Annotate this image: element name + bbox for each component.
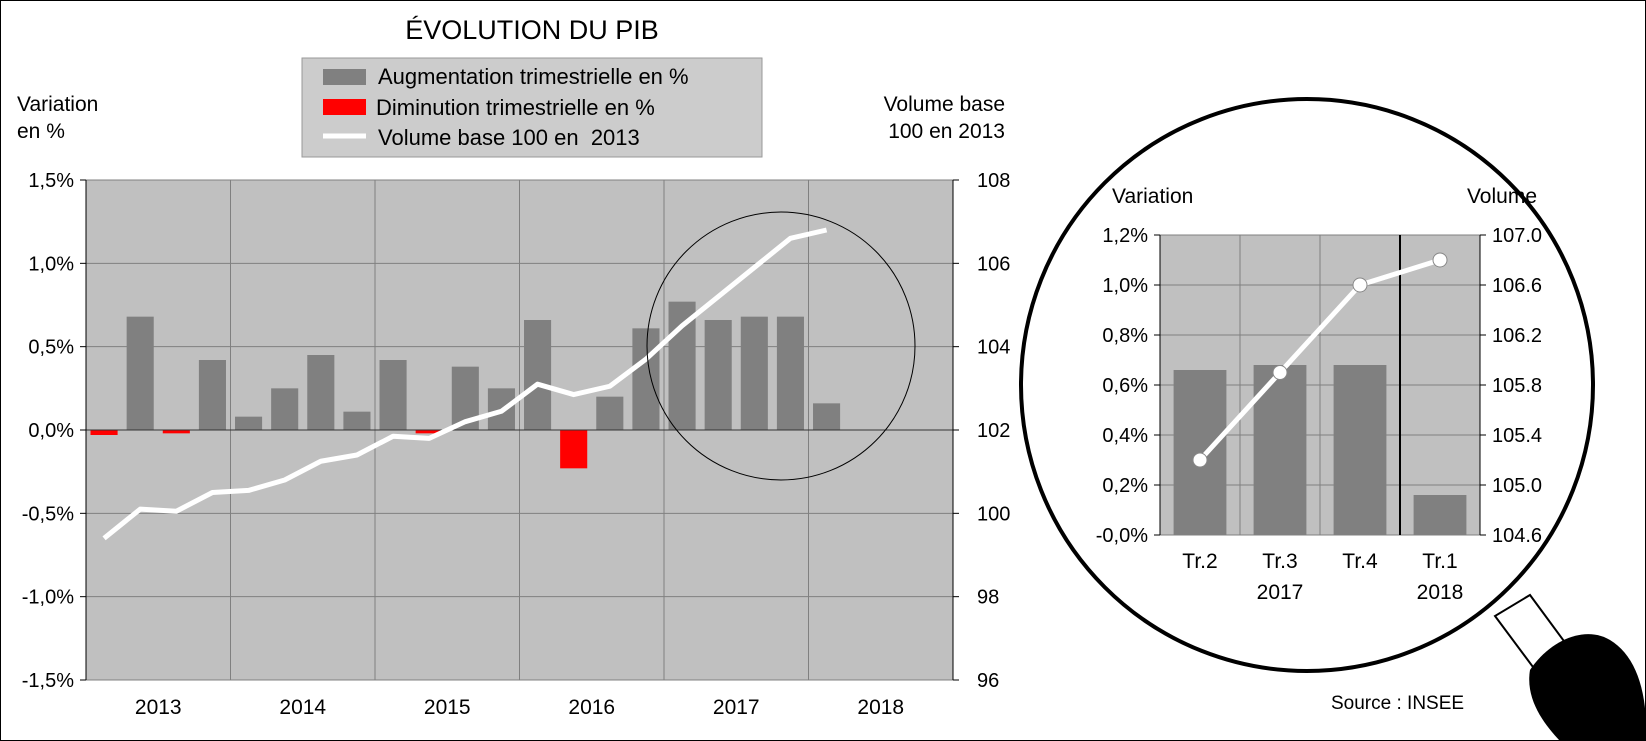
legend-label-decrease: Diminution trimestrielle en % xyxy=(376,95,655,120)
main-right-ticks: 108 106 104 102 100 98 96 xyxy=(952,170,1010,692)
bar-increase xyxy=(524,320,552,430)
zoom-category-label: Tr.3 xyxy=(1262,550,1297,573)
main-year-label: 2017 xyxy=(713,696,760,719)
main-left-tick-label: -0,5% xyxy=(22,503,74,525)
zoom-right-tick-label: 106.2 xyxy=(1492,325,1542,347)
bar-increase xyxy=(307,355,335,430)
zoom-volume-point xyxy=(1272,365,1288,380)
legend-swatch-increase xyxy=(323,69,366,85)
zoom-category-label: Tr.4 xyxy=(1342,550,1378,573)
zoom-right-tick-label: 105.0 xyxy=(1492,475,1542,497)
zoom-left-tick-label: -0,0% xyxy=(1096,525,1148,547)
zoom-left-tick-label: 1,0% xyxy=(1102,275,1148,297)
zoom-right-tick-label: 104.6 xyxy=(1492,525,1542,547)
zoom-category-year-label: 2018 xyxy=(1417,581,1464,604)
main-left-tick-label: -1,0% xyxy=(22,587,74,609)
zoom-volume-point xyxy=(1352,277,1368,293)
zoom-left-ticks: 1,2% 1,0% 0,8% 0,6% 0,4% 0,2% -0,0% xyxy=(1096,225,1161,547)
zoom-plot: 1,2% 1,0% 0,8% 0,6% 0,4% 0,2% -0,0% 107.0 106.6… xyxy=(1096,225,1542,604)
legend-label-increase: Augmentation trimestrielle en % xyxy=(378,64,689,89)
bar-increase xyxy=(813,403,841,430)
zoom-right-tick-label: 106.6 xyxy=(1492,275,1542,297)
zoom-category-year-label: 2017 xyxy=(1257,581,1304,604)
main-right-tick-label: 106 xyxy=(977,253,1010,275)
left-axis-title-line1: Variation xyxy=(17,93,98,116)
zoom-volume-points xyxy=(1192,252,1448,468)
main-left-tick-label: 0,0% xyxy=(28,420,74,442)
zoom-right-tick-label: 107.0 xyxy=(1492,225,1542,247)
right-axis-title-line2: 100 en 2013 xyxy=(888,120,1005,143)
magnifier-grip-icon xyxy=(1529,634,1646,741)
zoom-left-tick-label: 0,4% xyxy=(1102,425,1148,447)
zoom-right-tick-label: 105.4 xyxy=(1492,425,1542,447)
zoom-right-ticks: 107.0 106.6 106.2 105.8 105.4 105.0 104.6 xyxy=(1479,225,1542,547)
zoom-right-axis-title: Volume xyxy=(1467,185,1537,208)
main-year-label: 2014 xyxy=(279,696,326,719)
bar-decrease xyxy=(162,430,190,434)
bar-decrease xyxy=(560,430,588,469)
magnifier-handle xyxy=(1493,593,1646,741)
main-left-tick-label: 1,5% xyxy=(28,170,74,192)
bar-decrease xyxy=(415,430,443,434)
main-right-tick-label: 108 xyxy=(977,170,1010,192)
legend: Augmentation trimestrielle en % Diminuti… xyxy=(301,57,763,158)
bar-increase xyxy=(126,316,154,430)
legend-swatch-decrease xyxy=(323,99,366,115)
main-year-label: 2018 xyxy=(857,696,904,719)
main-right-tick-label: 96 xyxy=(977,670,999,692)
bar-increase xyxy=(632,328,660,430)
bar-decrease xyxy=(90,430,118,435)
zoom-volume-line xyxy=(1198,257,1441,462)
zoom-bar xyxy=(1333,365,1387,535)
zoom-left-tick-label: 0,6% xyxy=(1102,375,1148,397)
main-left-tick-label: 1,0% xyxy=(28,253,74,275)
zoom-volume-point xyxy=(1192,452,1208,468)
main-year-label: 2013 xyxy=(135,696,182,719)
bar-increase xyxy=(271,388,299,430)
zoom-category-labels: Tr.2 Tr.3 2017 Tr.4 Tr.1 2018 xyxy=(1182,550,1463,604)
zoom-category-label: Tr.1 xyxy=(1422,550,1457,573)
bar-increase xyxy=(596,396,624,430)
right-axis-title-line1: Volume base xyxy=(884,93,1005,116)
main-right-tick-label: 98 xyxy=(977,587,999,609)
zoom-right-tick-label: 105.8 xyxy=(1492,375,1542,397)
zoom-bars xyxy=(1173,365,1467,535)
zoom-left-tick-label: 1,2% xyxy=(1102,225,1148,247)
volume-line xyxy=(102,227,828,541)
main-right-tick-label: 104 xyxy=(977,337,1010,359)
main-left-tick-label: -1,5% xyxy=(22,670,74,692)
main-year-labels: 2013 2014 2015 2016 2017 2018 xyxy=(135,696,904,719)
main-year-label: 2015 xyxy=(424,696,471,719)
main-left-tick-label: 0,5% xyxy=(28,337,74,359)
bar-increase xyxy=(776,316,804,430)
chart-title: ÉVOLUTION DU PIB xyxy=(405,15,659,45)
bar-increase xyxy=(379,360,407,430)
legend-box xyxy=(301,57,763,158)
legend-label-volume: Volume base 100 en 2013 xyxy=(378,125,640,150)
bar-increase xyxy=(740,316,768,430)
bar-increase xyxy=(704,320,732,430)
zoom-left-tick-label: 0,2% xyxy=(1102,475,1148,497)
bar-increase xyxy=(235,416,263,430)
zoom-left-tick-label: 0,8% xyxy=(1102,325,1148,347)
zoom-left-axis-title: Variation xyxy=(1112,185,1193,208)
main-right-tick-label: 102 xyxy=(977,420,1010,442)
source-label: Source : INSEE xyxy=(1331,693,1464,714)
bar-increase xyxy=(343,411,371,430)
main-left-ticks: 1,5% 1,0% 0,5% 0,0% -0,5% -1,0% -1,5% xyxy=(22,170,87,692)
main-plot: 1,5%1,0%0,5%0,0%-0,5%-1,0%-1,5% 10810610… xyxy=(22,170,1011,719)
zoom-bar xyxy=(1413,495,1467,535)
main-right-tick-label: 100 xyxy=(977,503,1010,525)
zoom-volume-point xyxy=(1432,252,1448,268)
zoom-category-label: Tr.2 xyxy=(1182,550,1217,573)
left-axis-title-line2: en % xyxy=(17,120,65,143)
main-year-label: 2016 xyxy=(568,696,615,719)
bar-increase xyxy=(198,360,226,430)
zoom-highlight-circle xyxy=(646,211,916,481)
